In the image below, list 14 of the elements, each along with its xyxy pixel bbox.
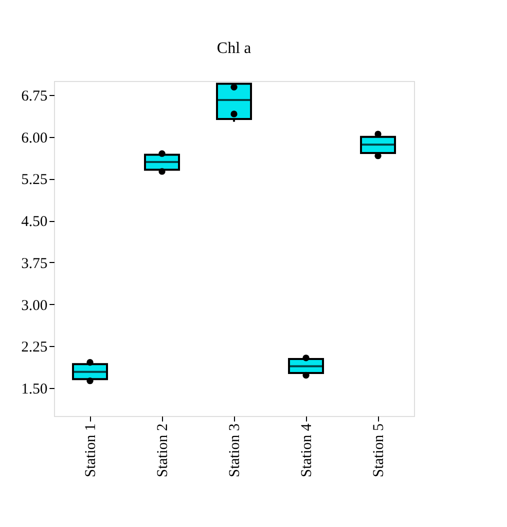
y-tick-label: 6.75: [21, 88, 48, 104]
y-tick-label: 1.50: [21, 382, 48, 398]
x-tick-label: Station 4: [299, 423, 315, 478]
x-tick-label: Station 2: [155, 424, 171, 478]
chart-title: Chl a: [216, 40, 252, 57]
y-tick-label: 5.25: [21, 172, 48, 188]
y-tick-label: 3.75: [21, 256, 48, 272]
y-tick-label: 4.50: [21, 214, 48, 230]
x-tick-label: Station 1: [83, 424, 99, 478]
y-tick-label: 2.25: [21, 340, 48, 356]
y-tick-label: 6.00: [21, 130, 48, 146]
x-tick-label: Station 3: [227, 424, 243, 478]
y-tick-label: 3.00: [21, 298, 48, 314]
x-tick-label: Station 5: [371, 424, 387, 478]
